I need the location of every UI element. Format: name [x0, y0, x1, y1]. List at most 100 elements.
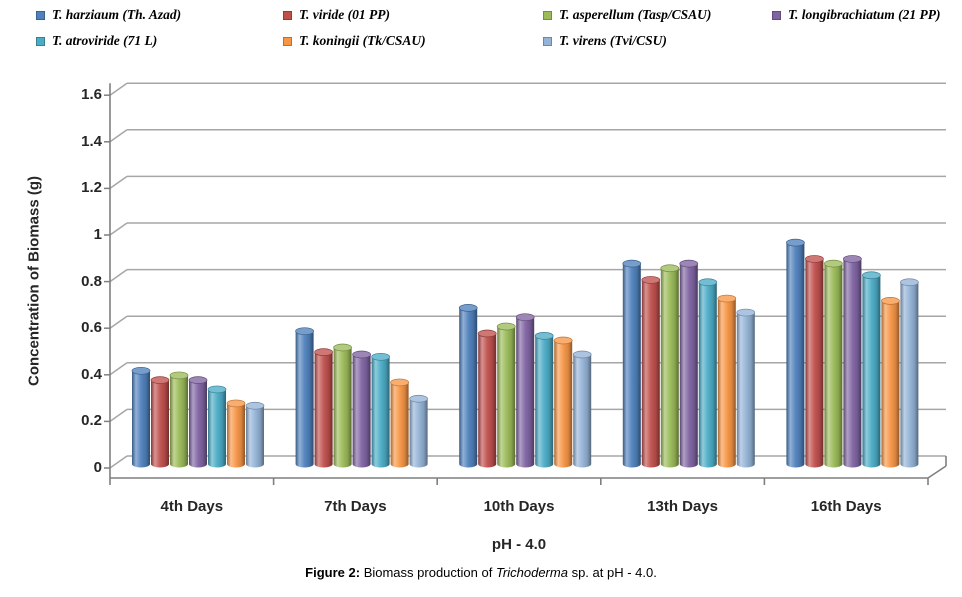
bar-T. harziaum (Th. Azad)-16th Days	[786, 238, 805, 468]
cylinder-top-cap	[169, 371, 189, 380]
cylinder-top-cap	[622, 259, 642, 268]
caption-figure-label: Figure 2:	[305, 565, 361, 580]
cylinder-top-cap	[786, 238, 805, 247]
bar-T. viride (01 PP)-4th Days	[150, 376, 170, 468]
cylinder-body	[314, 352, 333, 468]
legend-label: T. harziaum (Th. Azad)	[52, 7, 182, 22]
bar-T. virens (Tvi/CSU)-10th Days	[572, 350, 592, 468]
bar-T. virens (Tvi/CSU)-7th Days	[409, 394, 428, 468]
cylinder-top-cap	[862, 271, 881, 280]
cylinder-body	[246, 405, 264, 468]
bar-T. atroviride (71 L)-13th Days	[698, 278, 718, 468]
x-category-label: 13th Days	[647, 498, 719, 515]
cylinder-body	[151, 380, 169, 468]
cylinder-body	[333, 347, 352, 468]
cylinder-top-cap	[458, 304, 478, 312]
bar-T. longibrachiatum (21 PP)-13th Days	[679, 259, 699, 468]
bar-T. harziaum (Th. Azad)-7th Days	[295, 327, 314, 468]
caption-species-name: Trichoderma	[495, 565, 568, 580]
cylinder-top-cap	[824, 259, 843, 268]
bar-T. viride (01 PP)-10th Days	[477, 329, 497, 468]
axes	[109, 83, 947, 485]
gridline-depth-connector	[109, 315, 128, 329]
cylinder-top-cap	[188, 376, 208, 384]
caption-text-2: sp. at pH - 4.0.	[567, 565, 657, 580]
cylinder-body	[698, 282, 717, 468]
legend-label: T. longibrachiatum (21 PP)	[788, 7, 941, 22]
cylinder-top-cap	[207, 385, 227, 394]
bar-T. atroviride (71 L)-4th Days	[207, 385, 227, 468]
bar-T. harziaum (Th. Azad)-10th Days	[458, 304, 478, 468]
gridline-depth-connector	[109, 82, 128, 96]
bar-T. atroviride (71 L)-16th Days	[862, 271, 881, 468]
cylinder-top-cap	[736, 308, 756, 317]
cylinder-top-cap	[496, 322, 516, 331]
bar-T. virens (Tvi/CSU)-16th Days	[900, 278, 919, 468]
x-axis-title: pH - 4.0	[491, 536, 547, 553]
bar-T. viride (01 PP)-13th Days	[641, 276, 661, 468]
cylinder-body	[641, 279, 660, 468]
y-tick-label: 0.4	[81, 365, 102, 383]
legend-label: T. asperellum (Tasp/CSAU)	[559, 7, 712, 22]
cylinder-top-cap	[881, 297, 900, 305]
cylinder-body	[227, 403, 245, 468]
cylinder-top-cap	[534, 332, 554, 340]
cylinder-top-cap	[295, 327, 314, 336]
legend-label: T. virens (Tvi/CSU)	[559, 33, 667, 48]
bar-T. virens (Tvi/CSU)-4th Days	[245, 401, 265, 468]
cylinder-top-cap	[333, 343, 352, 352]
bar-T. longibrachiatum (21 PP)-10th Days	[515, 313, 535, 468]
cylinder-body	[717, 298, 736, 468]
bar-T. longibrachiatum (21 PP)-7th Days	[352, 350, 371, 468]
bar-T. viride (01 PP)-16th Days	[805, 255, 824, 468]
cylinder-top-cap	[477, 329, 497, 338]
cylinder-body	[478, 333, 497, 468]
bar-T. longibrachiatum (21 PP)-4th Days	[188, 376, 208, 468]
gridline-depth-connector	[109, 175, 128, 190]
gridline-depth-connector	[109, 268, 128, 283]
cylinder-body	[352, 354, 371, 468]
y-tick-label: 1.4	[81, 132, 102, 150]
cylinder-top-cap	[245, 401, 265, 410]
cylinder-top-cap	[679, 259, 699, 268]
cylinder-body	[208, 389, 226, 468]
cylinder-body	[679, 263, 698, 468]
cylinder-body	[805, 258, 824, 468]
cylinder-top-cap	[314, 348, 333, 357]
legend-swatch-icon	[543, 10, 552, 20]
legend-swatch-icon	[543, 36, 552, 46]
cylinder-top-cap	[805, 255, 824, 263]
cylinder-body	[862, 275, 881, 468]
legend-item-longibrachiatum: T. longibrachiatum (21 PP)	[772, 7, 941, 22]
cylinder-top-cap	[843, 255, 862, 263]
cylinder-top-cap	[553, 336, 573, 345]
y-tick-label: 1	[93, 226, 102, 243]
legend-label: T. koningii (Tk/CSAU)	[299, 33, 426, 48]
cylinder-top-cap	[390, 378, 409, 387]
legend-item-viride: T. viride (01 PP)	[283, 7, 390, 22]
cylinder-top-cap	[900, 278, 919, 287]
legend-item-virens: T. virens (Tvi/CSU)	[543, 33, 667, 48]
cylinder-body	[660, 268, 679, 468]
cylinder-body	[622, 263, 641, 468]
bars	[131, 238, 919, 468]
cylinder-top-cap	[131, 366, 151, 375]
cylinder-body	[497, 326, 516, 468]
bar-T. virens (Tvi/CSU)-13th Days	[736, 308, 756, 468]
cylinder-body	[516, 317, 535, 468]
caption-text-1: Biomass production of	[360, 565, 496, 580]
cylinder-body	[170, 375, 188, 468]
bar-T. atroviride (71 L)-7th Days	[371, 352, 390, 468]
figure-caption: Figure 2: Biomass production of Trichode…	[0, 565, 962, 580]
y-tick-label: 0.2	[81, 412, 102, 430]
y-tick-label: 0.8	[81, 272, 102, 290]
bar-T. atroviride (71 L)-10th Days	[534, 332, 554, 468]
cylinder-body	[824, 263, 843, 468]
cylinder-body	[554, 340, 573, 468]
cylinder-top-cap	[572, 350, 592, 359]
bar-T. viride (01 PP)-7th Days	[314, 348, 333, 468]
legend-swatch-icon	[36, 10, 45, 20]
floor-right-edge	[927, 465, 947, 479]
